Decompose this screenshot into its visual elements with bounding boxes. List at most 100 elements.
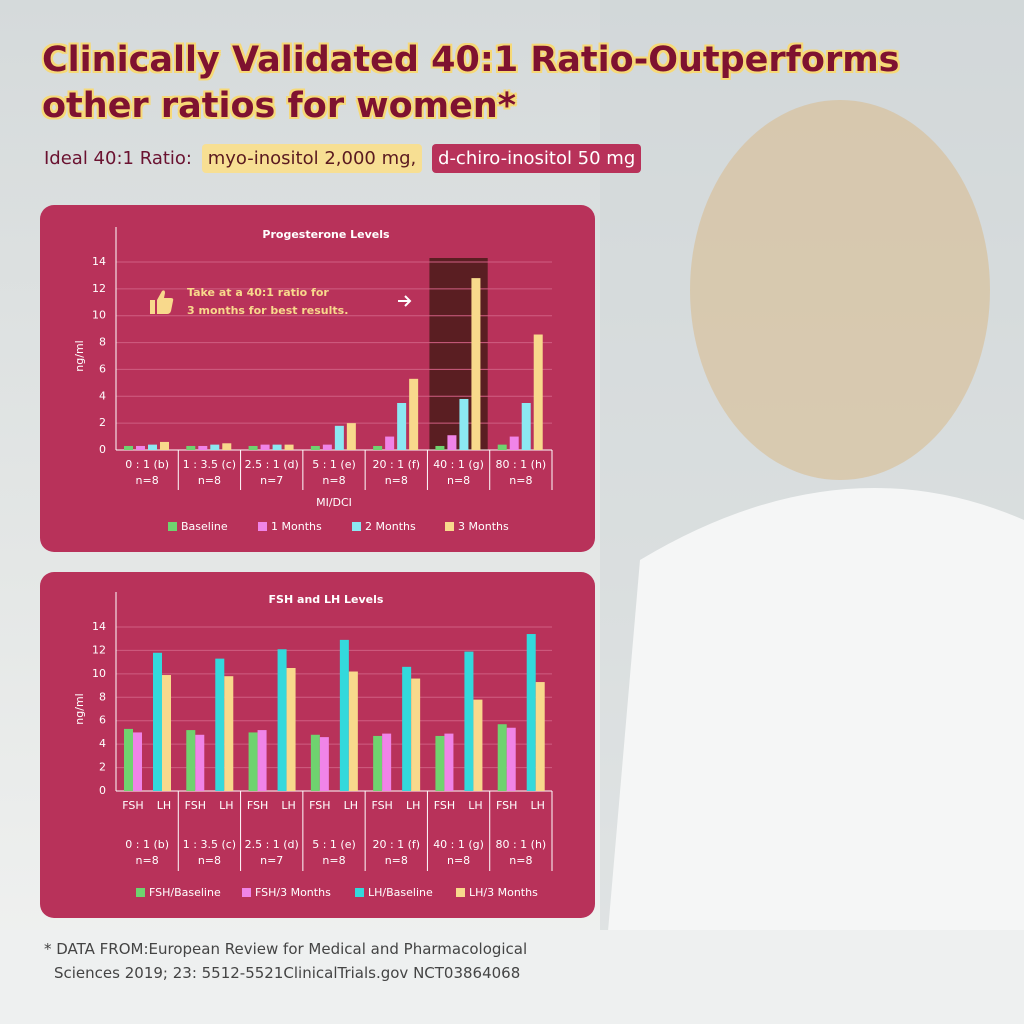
bar — [346, 423, 356, 450]
sub-label: LH — [281, 799, 295, 812]
bar — [506, 727, 516, 791]
title-line: Clinically Validated 40:1 Ratio-Outperfo… — [42, 40, 900, 80]
legend-swatch — [352, 522, 361, 531]
legend-swatch — [168, 522, 177, 531]
y-tick-label: 10 — [92, 667, 106, 680]
bar — [186, 445, 196, 450]
legend-label: 1 Months — [271, 520, 322, 533]
footnote: * DATA FROM:European Review for Medical … — [44, 940, 528, 958]
x-tick-label: 1 : 3.5 (c) — [183, 838, 236, 851]
bar — [160, 441, 169, 450]
bar — [277, 649, 287, 791]
y-tick-label: 0 — [99, 443, 106, 456]
x-tick-label: 1 : 3.5 (c) — [183, 458, 236, 471]
bar — [402, 666, 412, 791]
group-size: n=8 — [385, 854, 408, 867]
group-size: n=8 — [322, 854, 345, 867]
sub-label: FSH — [434, 799, 455, 812]
bar — [459, 398, 469, 450]
dchiro-chip: d-chiro-inositol 50 mg — [432, 144, 642, 173]
bar — [195, 734, 205, 791]
x-tick-label: 80 : 1 (h) — [495, 458, 546, 471]
legend-swatch — [258, 522, 267, 531]
y-tick-label: 0 — [99, 784, 106, 797]
bar — [284, 444, 294, 450]
legend-swatch — [456, 888, 465, 897]
x-tick-label: 40 : 1 (g) — [433, 838, 484, 851]
x-tick-label: 0 : 1 (b) — [125, 458, 169, 471]
bar — [222, 443, 232, 450]
y-tick-label: 10 — [92, 309, 106, 322]
bar — [215, 658, 225, 791]
bar — [124, 728, 133, 791]
x-tick-label: 20 : 1 (f) — [372, 458, 420, 471]
legend-label: FSH/3 Months — [255, 886, 331, 899]
legend-label: 3 Months — [458, 520, 509, 533]
bar — [497, 444, 507, 450]
legend-label: 2 Months — [365, 520, 416, 533]
sub-label: FSH — [122, 799, 143, 812]
bar — [382, 733, 392, 791]
legend-swatch — [445, 522, 454, 531]
annotation: 3 months for best results. — [187, 304, 348, 317]
bar — [248, 732, 258, 791]
group-size: n=8 — [136, 474, 159, 487]
bar — [133, 732, 142, 791]
sub-label: FSH — [371, 799, 392, 812]
bar — [153, 652, 162, 791]
group-size: n=8 — [136, 854, 159, 867]
group-size: n=8 — [198, 854, 221, 867]
chart-panel: FSH and LH Levels 0 2 4 6 8 10 12 14 ng/ml 0 : 1 (… — [40, 572, 595, 918]
legend-label: LH/3 Months — [469, 886, 538, 899]
thumb-icon — [150, 290, 174, 314]
x-tick-label: 5 : 1 (e) — [312, 458, 356, 471]
sub-label: FSH — [496, 799, 517, 812]
group-size: n=8 — [509, 474, 532, 487]
bar — [334, 425, 344, 450]
y-tick-label: 8 — [99, 336, 106, 349]
bar — [464, 651, 474, 791]
chart-title: FSH and LH Levels — [269, 593, 384, 606]
bar — [435, 735, 445, 791]
y-tick-label: 14 — [92, 620, 106, 633]
y-tick-label: 4 — [99, 389, 106, 402]
bar — [397, 403, 407, 450]
group-size: n=8 — [322, 474, 345, 487]
bar — [444, 733, 454, 791]
y-tick-label: 4 — [99, 737, 106, 750]
bar — [521, 403, 531, 450]
y-tick-label: 8 — [99, 690, 106, 703]
bar — [348, 671, 358, 791]
bar — [526, 634, 536, 791]
legend-label: Baseline — [181, 520, 228, 533]
bar — [260, 444, 270, 450]
legend-swatch — [242, 888, 251, 897]
bar — [322, 444, 332, 450]
group-size: n=8 — [447, 474, 470, 487]
y-tick-label: 6 — [99, 362, 106, 375]
y-tick-label: 2 — [99, 416, 106, 429]
group-size: n=8 — [385, 474, 408, 487]
bar — [411, 678, 421, 791]
group-size: n=7 — [260, 474, 283, 487]
y-axis-label: ng/ml — [73, 340, 86, 371]
sub-label: FSH — [247, 799, 268, 812]
bar — [248, 445, 258, 450]
x-tick-label: 40 : 1 (g) — [433, 458, 484, 471]
bar — [509, 436, 519, 450]
annotation-arrow — [398, 295, 412, 307]
sub-label: LH — [406, 799, 420, 812]
x-tick-label: 5 : 1 (e) — [312, 838, 356, 851]
bar — [409, 378, 419, 450]
group-size: n=8 — [447, 854, 470, 867]
bar — [373, 445, 383, 450]
bar — [319, 737, 329, 791]
x-tick-label: 80 : 1 (h) — [495, 838, 546, 851]
bar — [471, 278, 481, 450]
y-tick-label: 14 — [92, 255, 106, 268]
bar — [210, 444, 220, 450]
group-size: n=7 — [260, 854, 283, 867]
ratio-line: Ideal 40:1 Ratio: myo-inositol 2,000 mg,… — [44, 144, 642, 173]
